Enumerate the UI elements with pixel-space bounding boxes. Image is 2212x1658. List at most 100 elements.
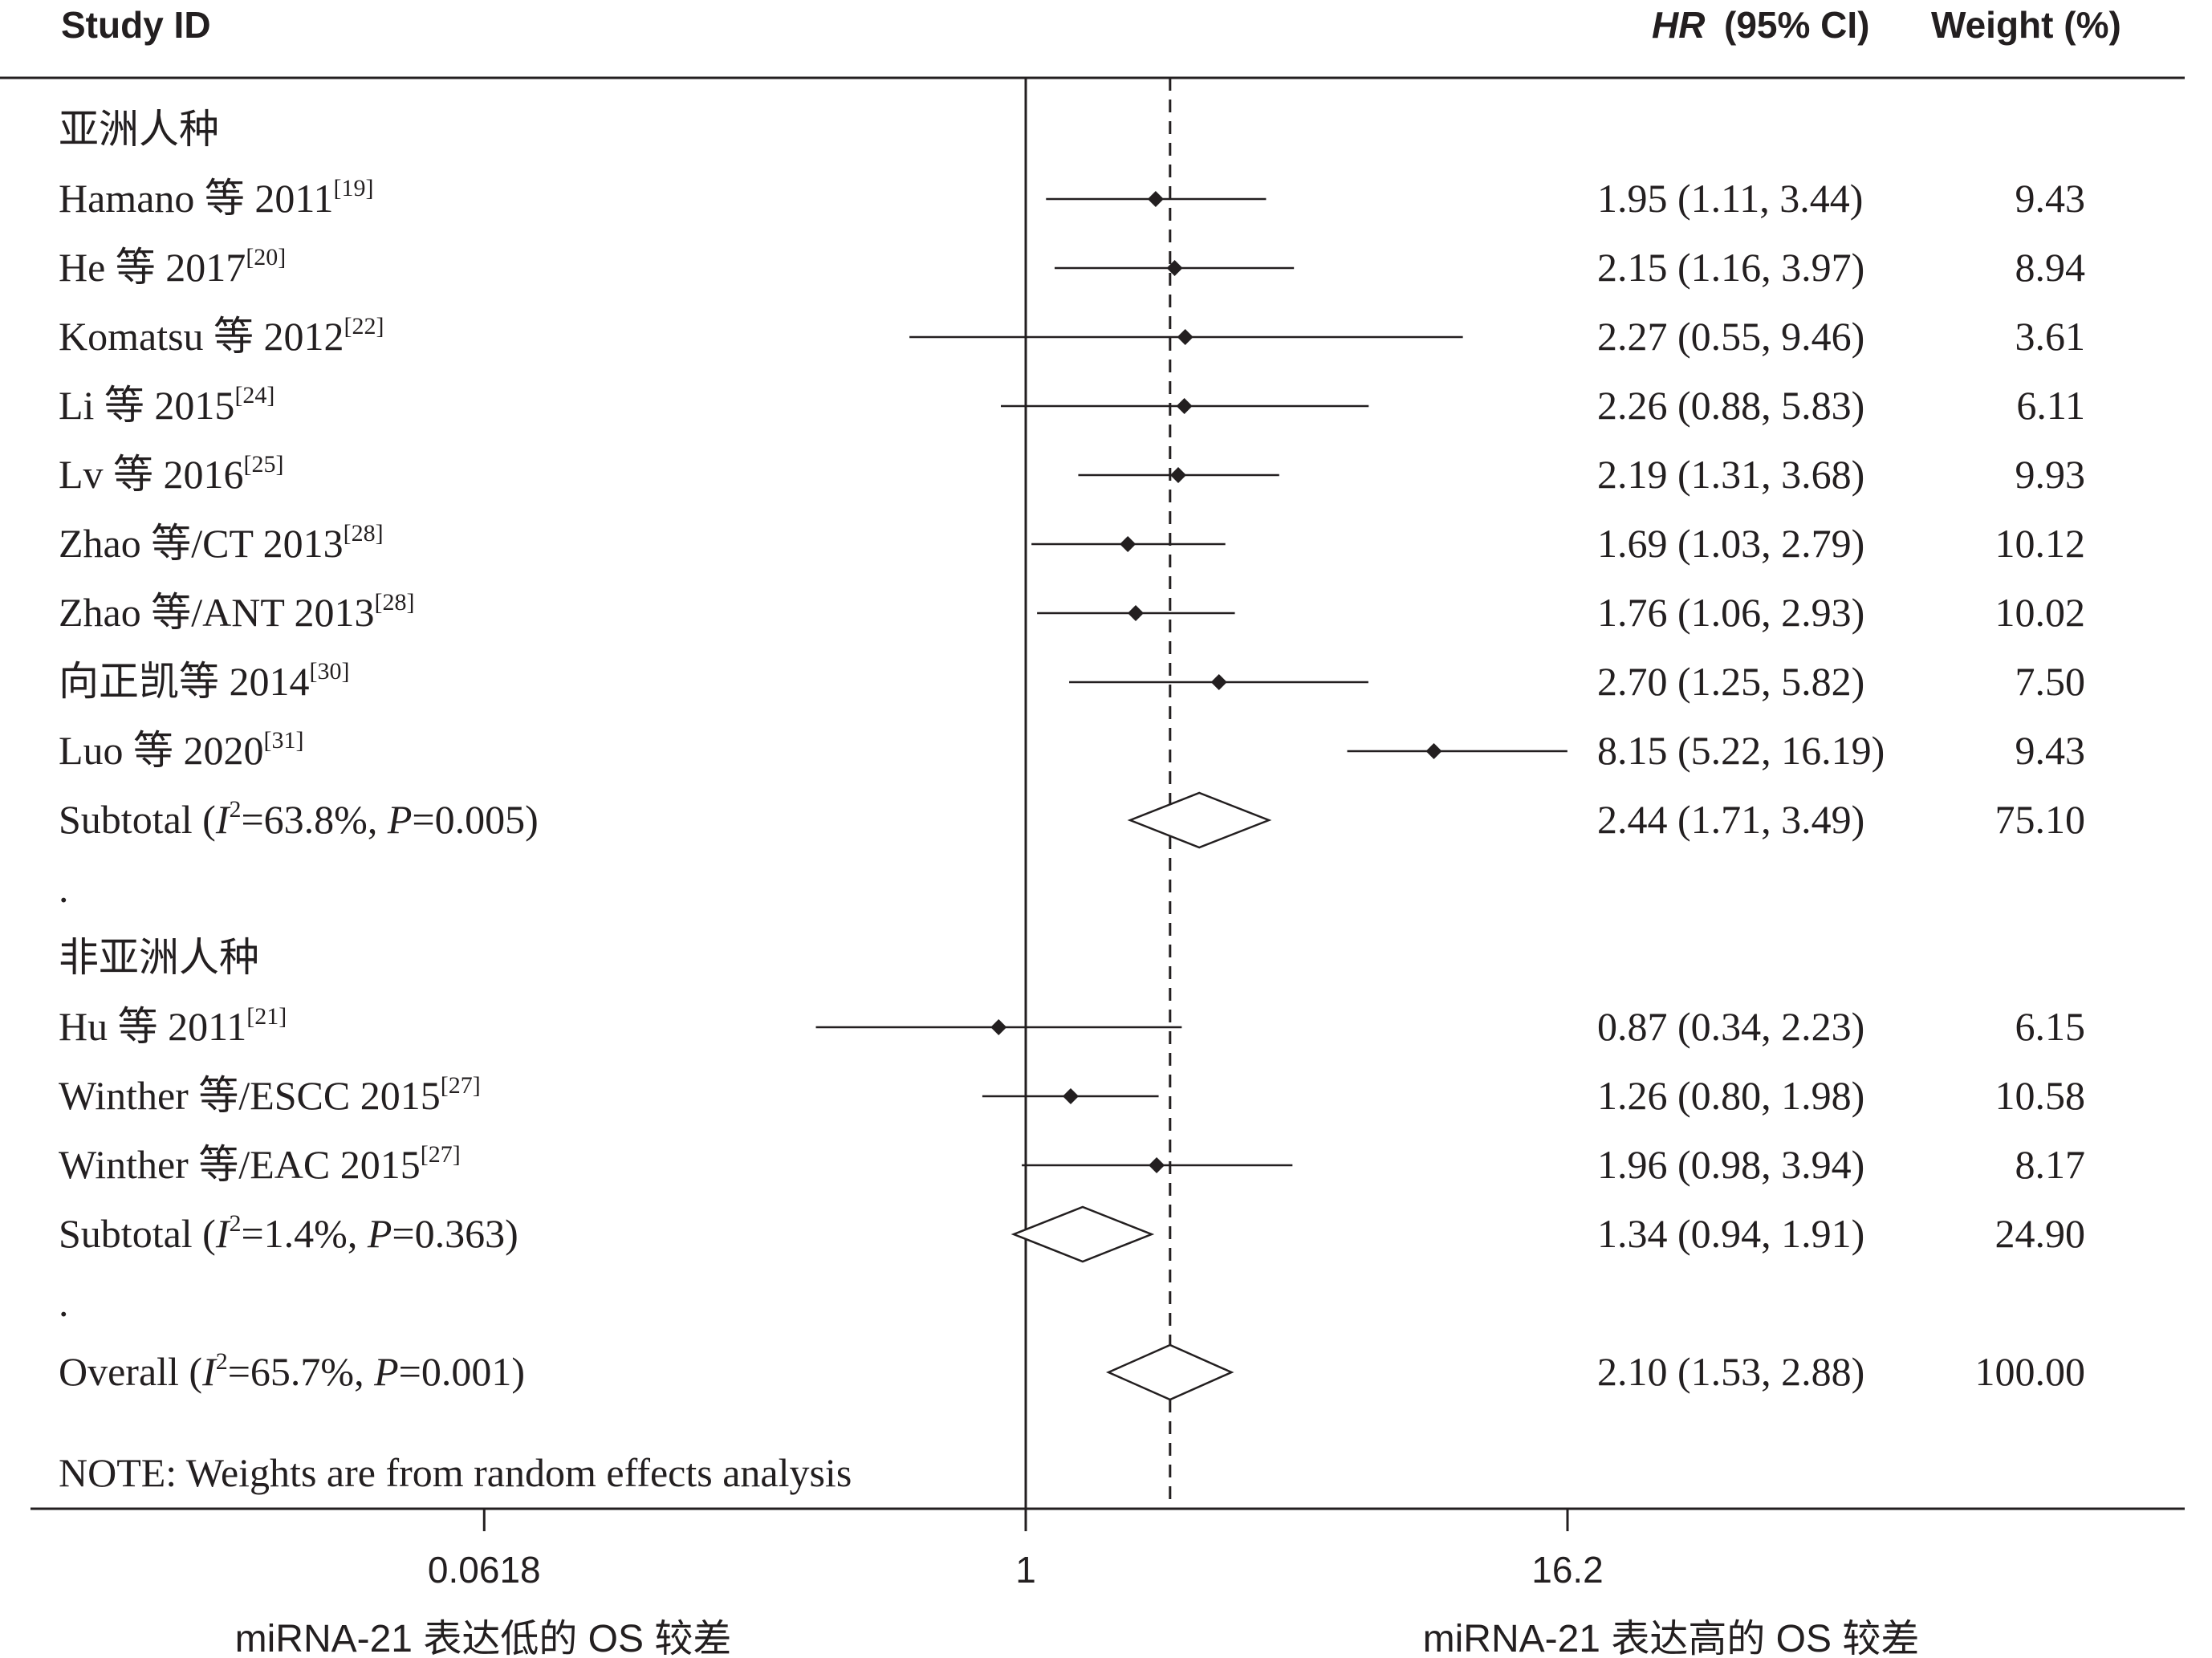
pooled-diamond bbox=[1105, 1343, 1234, 1401]
x-axis-ticks: 0.0618 1 16.2 bbox=[428, 1509, 1604, 1591]
study-name: Winther 等/ESCC 2015 bbox=[59, 1073, 441, 1118]
weight-value: 24.90 bbox=[1995, 1211, 2086, 1256]
pooled-label-p: P bbox=[373, 1349, 399, 1394]
hr-ci-value: 1.34 (0.94, 1.91) bbox=[1597, 1211, 1864, 1256]
row-subtotal: Subtotal (I2=63.8%, P=0.005) 2.44 (1.71, … bbox=[59, 791, 2086, 849]
study-name: Komatsu 等 2012 bbox=[59, 314, 344, 359]
study-ref: [28] bbox=[374, 589, 414, 616]
study-label: Lv 等 2016[25] bbox=[59, 451, 284, 497]
study-ref: [31] bbox=[264, 727, 304, 754]
hr-ci-value: 1.26 (0.80, 1.98) bbox=[1597, 1073, 1864, 1118]
hr-ci-value: 1.96 (0.98, 3.94) bbox=[1597, 1142, 1864, 1187]
weight-value: 6.15 bbox=[2015, 1004, 2086, 1049]
hr-ci-value: 2.15 (1.16, 3.97) bbox=[1597, 245, 1864, 290]
pooled-label-i: I bbox=[201, 1349, 218, 1394]
pooled-label: Subtotal (I2=63.8%, P=0.005) bbox=[59, 796, 539, 842]
weight-value: 9.43 bbox=[2015, 728, 2086, 773]
forest-marks: 亚洲人种 Hamano 等 2011[19] 1.95 (1.11, 3.44) 9.… bbox=[59, 107, 2086, 1401]
x-tick-label: 0.0618 bbox=[428, 1549, 541, 1591]
study-name: He 等 2017 bbox=[59, 245, 246, 290]
header-weight: Weight (%) bbox=[1931, 4, 2121, 46]
pooled-label-end: =0.005) bbox=[412, 797, 538, 842]
row-group: 亚洲人种 bbox=[59, 107, 219, 152]
study-ref: [19] bbox=[334, 175, 374, 201]
row-study: Hamano 等 2011[19] 1.95 (1.11, 3.44) 9.43 bbox=[59, 175, 2085, 221]
hr-ci-value: 2.27 (0.55, 9.46) bbox=[1597, 314, 1864, 359]
study-ref: [21] bbox=[246, 1003, 287, 1030]
weight-value: 10.58 bbox=[1995, 1073, 2086, 1118]
row-dot: . bbox=[59, 866, 69, 911]
study-name: Lv 等 2016 bbox=[59, 452, 244, 497]
study-label: 向正凯等 2014[30] bbox=[59, 658, 349, 704]
weight-value: 8.94 bbox=[2015, 245, 2086, 290]
row-subtotal: Overall (I2=65.7%, P=0.001) 2.10 (1.53, 2… bbox=[59, 1343, 2085, 1401]
pooled-label: Subtotal (I2=1.4%, P=0.363) bbox=[59, 1210, 518, 1256]
study-label: Hu 等 2011[21] bbox=[59, 1003, 287, 1049]
row-subtotal: Subtotal (I2=1.4%, P=0.363) 1.34 (0.94, 1… bbox=[59, 1205, 2086, 1263]
hr-ci-value: 2.10 (1.53, 2.88) bbox=[1597, 1349, 1864, 1394]
group-label: 非亚洲人种 bbox=[59, 935, 259, 980]
study-ref: [25] bbox=[244, 451, 284, 477]
point-estimate bbox=[1147, 191, 1164, 207]
study-ref: [27] bbox=[441, 1072, 481, 1099]
hr-ci-value: 2.26 (0.88, 5.83) bbox=[1597, 383, 1864, 428]
row-study: 向正凯等 2014[30] 2.70 (1.25, 5.82) 7.50 bbox=[59, 658, 2085, 704]
study-name: Hu 等 2011 bbox=[59, 1004, 246, 1049]
weight-value: 75.10 bbox=[1995, 797, 2086, 842]
spacer-dot: . bbox=[59, 1280, 69, 1325]
study-label: Komatsu 等 2012[22] bbox=[59, 313, 384, 359]
hr-ci-value: 2.44 (1.71, 3.49) bbox=[1597, 797, 1864, 842]
row-study: Li 等 2015[24] 2.26 (0.88, 5.83) 6.11 bbox=[59, 382, 2085, 428]
point-estimate bbox=[1169, 467, 1186, 483]
row-study: Winther 等/EAC 2015[27] 1.96 (0.98, 3.94) 8… bbox=[59, 1141, 2085, 1187]
pooled-label-i: I bbox=[215, 1211, 231, 1256]
weight-value: 8.17 bbox=[2015, 1142, 2086, 1187]
pooled-label-start: Subtotal ( bbox=[59, 1211, 216, 1256]
row-study: Zhao 等/ANT 2013[28] 1.76 (1.06, 2.93) 10.0… bbox=[59, 589, 2085, 635]
pooled-label-p: P bbox=[387, 797, 413, 842]
pooled-label-start: Overall ( bbox=[59, 1349, 202, 1394]
point-estimate bbox=[1177, 329, 1193, 345]
point-estimate bbox=[1210, 674, 1227, 690]
study-label: He 等 2017[20] bbox=[59, 244, 286, 290]
study-name: Winther 等/EAC 2015 bbox=[59, 1142, 421, 1187]
row-study: Zhao 等/CT 2013[28] 1.69 (1.03, 2.79) 10.12 bbox=[59, 520, 2085, 566]
x-tick-label: 16.2 bbox=[1531, 1549, 1604, 1591]
pooled-label-exp: 2 bbox=[216, 1348, 228, 1375]
study-label: Winther 等/ESCC 2015[27] bbox=[59, 1072, 481, 1118]
study-ref: [22] bbox=[344, 313, 384, 339]
x-tick-label: 1 bbox=[1015, 1549, 1036, 1591]
pooled-label-exp: 2 bbox=[229, 796, 241, 823]
point-estimate bbox=[1120, 536, 1136, 552]
study-label: Zhao 等/CT 2013[28] bbox=[59, 520, 384, 566]
hr-ci-value: 2.19 (1.31, 3.68) bbox=[1597, 452, 1864, 497]
weight-value: 6.11 bbox=[2016, 383, 2085, 428]
pooled-diamond bbox=[1010, 1205, 1155, 1263]
row-study: Winther 等/ESCC 2015[27] 1.26 (0.80, 1.98)… bbox=[59, 1072, 2085, 1118]
group-label: 亚洲人种 bbox=[59, 107, 219, 152]
study-label: Zhao 等/ANT 2013[28] bbox=[59, 589, 414, 635]
study-ref: [27] bbox=[421, 1141, 461, 1168]
point-estimate bbox=[1176, 398, 1193, 414]
study-ref: [20] bbox=[246, 244, 286, 270]
header-ci: (95% CI) bbox=[1724, 4, 1869, 46]
study-label: Winther 等/EAC 2015[27] bbox=[59, 1141, 461, 1187]
study-name: Hamano 等 2011 bbox=[59, 176, 334, 221]
hr-ci-value: 8.15 (5.22, 16.19) bbox=[1597, 728, 1885, 773]
study-name: Luo 等 2020 bbox=[59, 728, 264, 773]
study-ref: [28] bbox=[344, 520, 384, 547]
x-axis-left-label: miRNA-21 表达低的 OS 较差 bbox=[235, 1618, 732, 1658]
hr-ci-value: 2.70 (1.25, 5.82) bbox=[1597, 659, 1864, 704]
pooled-label-mid: =1.4%, bbox=[241, 1211, 367, 1256]
row-dot: . bbox=[59, 1280, 69, 1325]
hr-ci-value: 1.69 (1.03, 2.79) bbox=[1597, 521, 1864, 566]
pooled-label-end: =0.363) bbox=[392, 1211, 518, 1256]
weight-value: 10.12 bbox=[1995, 521, 2086, 566]
row-study: He 等 2017[20] 2.15 (1.16, 3.97) 8.94 bbox=[59, 244, 2085, 290]
study-ref: [24] bbox=[234, 382, 274, 408]
pooled-label-mid: =65.7%, bbox=[228, 1349, 374, 1394]
hr-ci-value: 0.87 (0.34, 2.23) bbox=[1597, 1004, 1864, 1049]
header-hr: HR bbox=[1652, 4, 1705, 46]
pooled-label-p: P bbox=[367, 1211, 392, 1256]
weight-value: 3.61 bbox=[2015, 314, 2086, 359]
